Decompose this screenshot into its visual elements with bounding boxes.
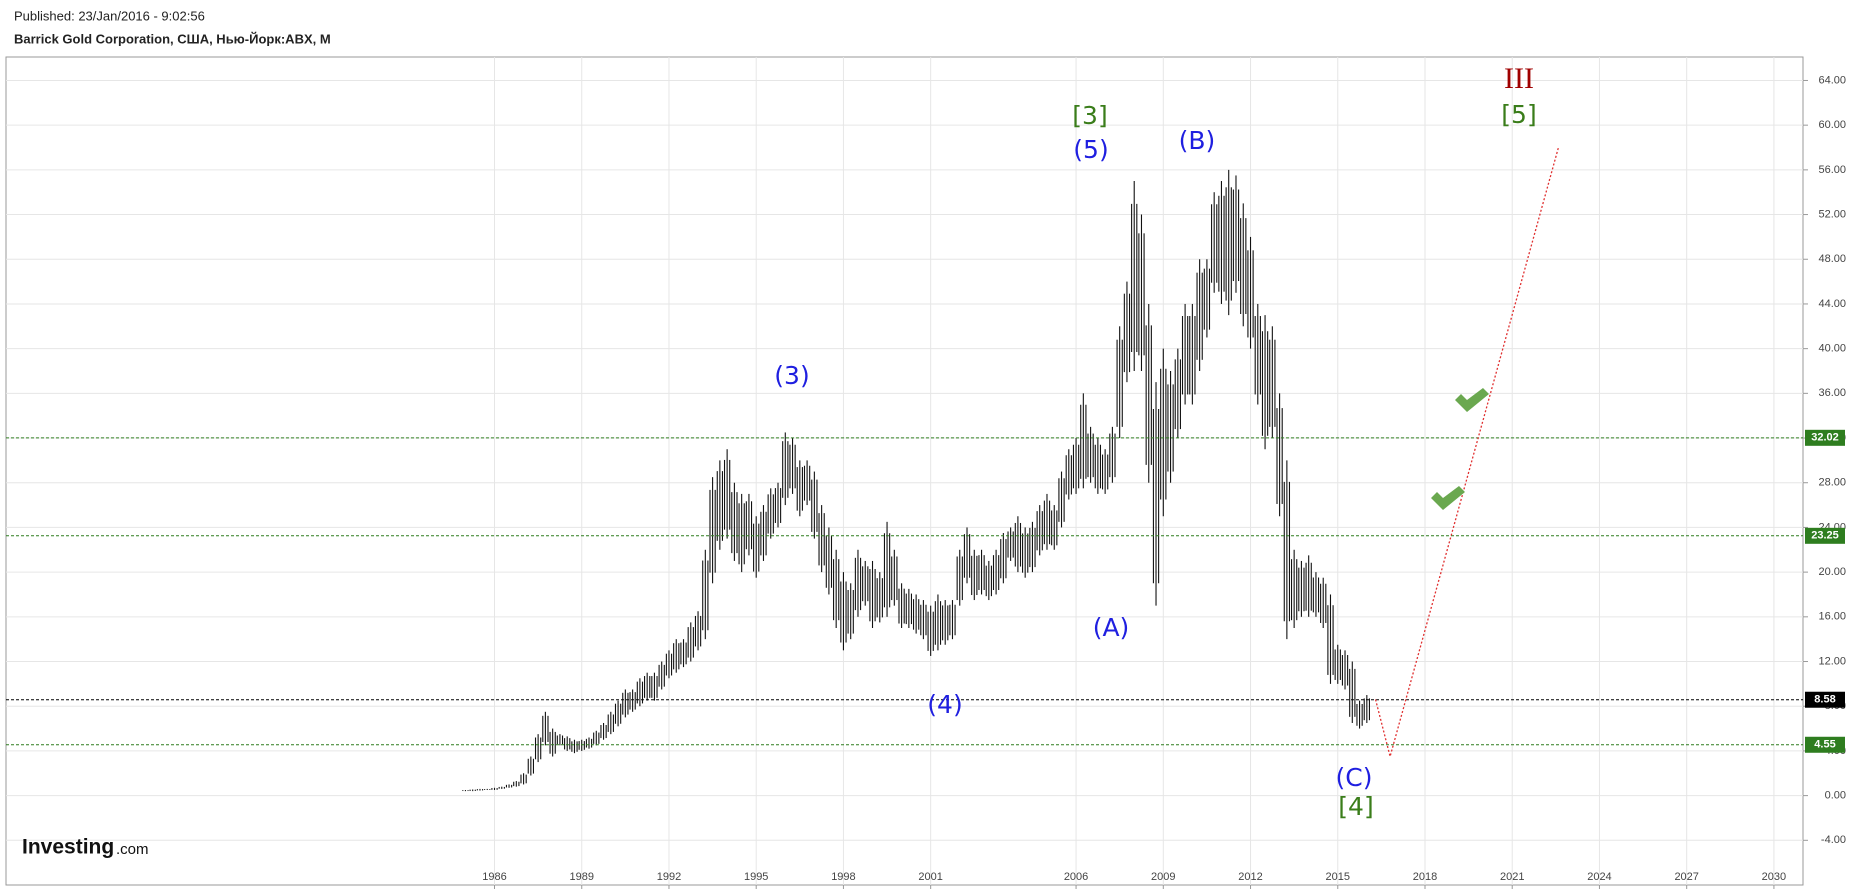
x-tick-label: 2001 bbox=[918, 871, 942, 883]
x-tick-label: 1986 bbox=[482, 871, 506, 883]
x-tick-label: 2024 bbox=[1587, 871, 1611, 883]
wave-label: (A) bbox=[1093, 613, 1130, 642]
y-tick-label: 20.00 bbox=[1818, 566, 1846, 578]
plot-frame bbox=[5, 56, 1804, 886]
y-tick-label: 60.00 bbox=[1818, 119, 1846, 131]
wave-label: (C) bbox=[1336, 763, 1373, 792]
x-tick-label: 2012 bbox=[1238, 871, 1262, 883]
level-label: 32.02 bbox=[1811, 432, 1839, 444]
y-tick-label: 36.00 bbox=[1818, 387, 1846, 399]
published: Published: 23/Jan/2016 - 9:02:56 bbox=[14, 8, 205, 23]
wave-label: [5] bbox=[1501, 100, 1536, 129]
logo: Investing bbox=[22, 836, 114, 859]
check-mark bbox=[1455, 388, 1489, 412]
wave-label: (B) bbox=[1179, 126, 1216, 155]
level-label: 8.58 bbox=[1814, 694, 1835, 706]
y-tick-label: 44.00 bbox=[1818, 298, 1846, 310]
level-label: 4.55 bbox=[1814, 739, 1835, 751]
y-tick-label: 0.00 bbox=[1825, 790, 1846, 802]
x-tick-label: 1998 bbox=[831, 871, 855, 883]
y-tick-label: 64.00 bbox=[1818, 74, 1846, 86]
wave-label: (4) bbox=[927, 690, 962, 719]
x-tick-label: 2018 bbox=[1413, 871, 1437, 883]
y-tick-label: 48.00 bbox=[1818, 253, 1846, 265]
y-tick-label: 40.00 bbox=[1818, 343, 1846, 355]
x-tick-label: 1989 bbox=[569, 871, 593, 883]
level-label: 23.25 bbox=[1811, 530, 1839, 542]
x-tick-label: 1995 bbox=[744, 871, 768, 883]
y-tick-label: 56.00 bbox=[1818, 164, 1846, 176]
x-tick-label: 2021 bbox=[1500, 871, 1524, 883]
y-tick-label: 28.00 bbox=[1818, 477, 1846, 489]
x-tick-label: 2009 bbox=[1151, 871, 1175, 883]
level-box bbox=[1805, 691, 1845, 708]
x-tick-label: 2015 bbox=[1326, 871, 1350, 883]
x-tick-label: 2030 bbox=[1762, 871, 1786, 883]
y-tick-label: 16.00 bbox=[1818, 611, 1846, 623]
logo-suffix: .com bbox=[116, 841, 149, 858]
wave-label: (3) bbox=[774, 361, 809, 390]
x-tick-label: 1992 bbox=[657, 871, 681, 883]
projection-line bbox=[1374, 146, 1560, 760]
x-tick-label: 2027 bbox=[1674, 871, 1698, 883]
x-tick-label: 2006 bbox=[1064, 871, 1088, 883]
y-tick-label: 52.00 bbox=[1818, 208, 1846, 220]
check-mark bbox=[1431, 486, 1465, 510]
wave-label: III bbox=[1504, 62, 1534, 95]
y-tick-label: -4.00 bbox=[1821, 834, 1846, 846]
level-box bbox=[1805, 429, 1845, 446]
level-box bbox=[1805, 736, 1845, 753]
wave-label: (5) bbox=[1073, 135, 1108, 164]
level-box bbox=[1805, 527, 1845, 544]
y-tick-label: 12.00 bbox=[1818, 655, 1846, 667]
instrument-title: Barrick Gold Corporation, США, Нью-Йорк:… bbox=[14, 31, 331, 46]
wave-label: [3] bbox=[1072, 101, 1107, 130]
wave-label: [4] bbox=[1338, 792, 1373, 821]
